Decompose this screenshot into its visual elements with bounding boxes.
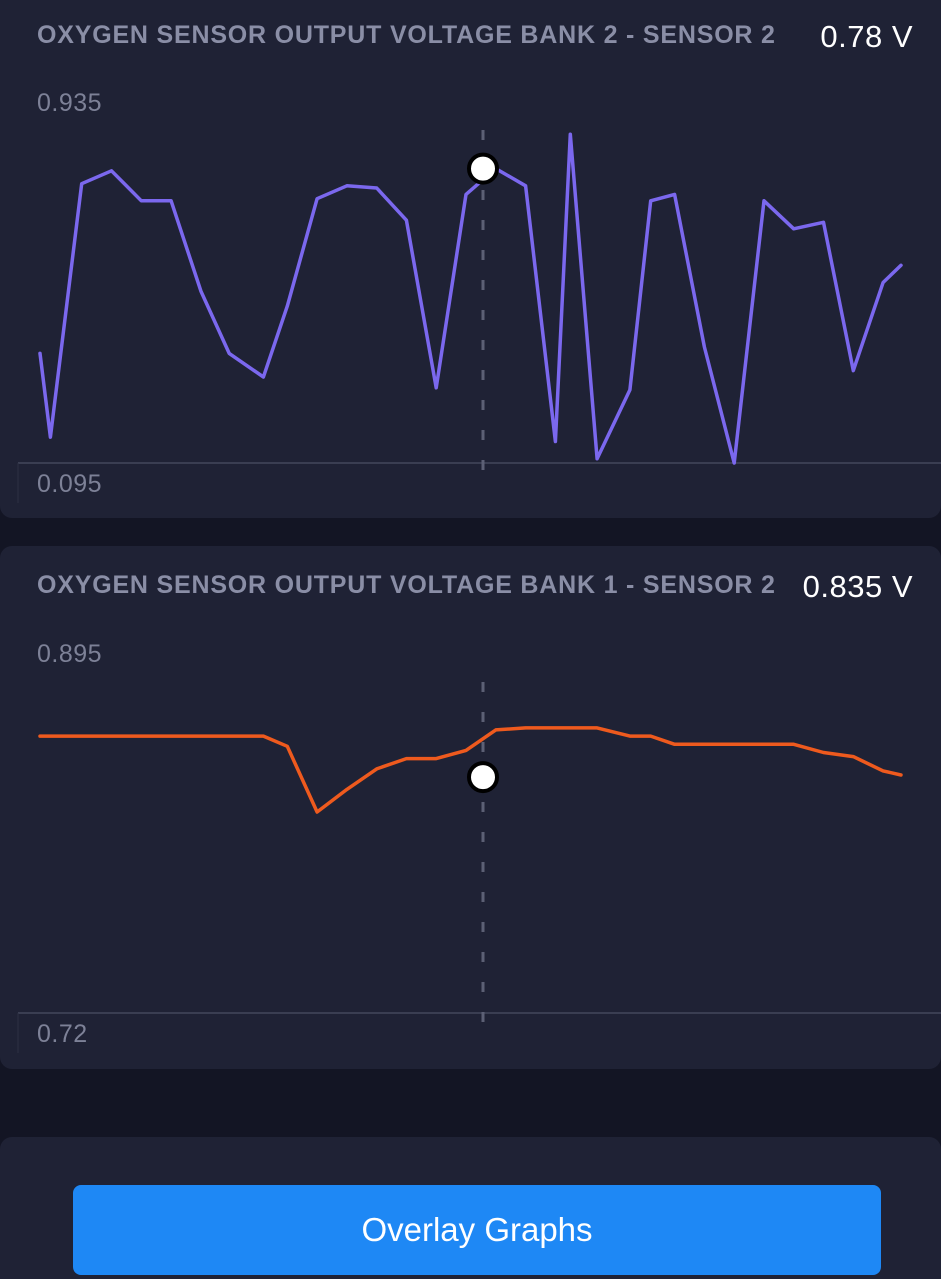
current-value: 0.78 V xyxy=(820,19,913,54)
bottom-action-panel: Overlay Graphs xyxy=(0,1137,941,1279)
line-chart[interactable] xyxy=(0,546,941,1069)
current-value: 0.835 V xyxy=(802,569,913,604)
cursor-marker[interactable] xyxy=(467,761,499,794)
series-line xyxy=(38,132,903,465)
overlay-graphs-button[interactable]: Overlay Graphs xyxy=(73,1185,881,1275)
graph-card-bank1-sensor2[interactable]: OXYGEN SENSOR OUTPUT VOLTAGE BANK 1 - SE… xyxy=(0,546,941,1069)
graph-title: OXYGEN SENSOR OUTPUT VOLTAGE BANK 2 - SE… xyxy=(37,21,776,49)
graph-title: OXYGEN SENSOR OUTPUT VOLTAGE BANK 1 - SE… xyxy=(37,571,776,599)
y-axis-min-label: 0.095 xyxy=(37,470,103,498)
line-chart[interactable] xyxy=(0,0,941,518)
y-axis-max-label: 0.935 xyxy=(37,89,103,117)
y-axis-max-label: 0.895 xyxy=(37,640,103,668)
y-axis-min-label: 0.72 xyxy=(37,1020,88,1048)
graph-card-bank2-sensor2[interactable]: OXYGEN SENSOR OUTPUT VOLTAGE BANK 2 - SE… xyxy=(0,0,941,518)
cursor-marker[interactable] xyxy=(467,152,499,185)
series-line xyxy=(38,726,903,814)
